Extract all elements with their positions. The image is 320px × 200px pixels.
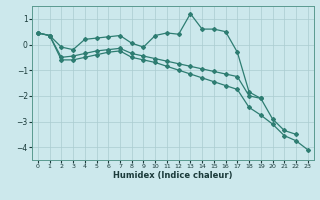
X-axis label: Humidex (Indice chaleur): Humidex (Indice chaleur) (113, 171, 233, 180)
